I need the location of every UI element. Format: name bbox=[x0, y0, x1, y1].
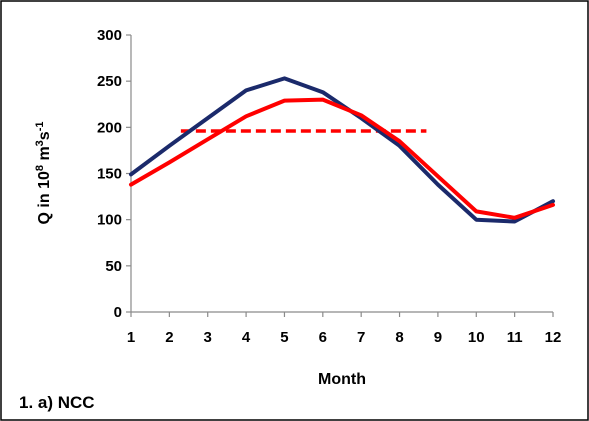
y-tick-label: 200 bbox=[97, 119, 122, 136]
y-axis-title-part: s bbox=[36, 131, 53, 140]
series-line-2 bbox=[129, 97, 555, 220]
y-axis-title: Q in 108 m3s-1 bbox=[34, 122, 53, 225]
x-tick-label: 7 bbox=[357, 329, 365, 346]
y-axis-title-superscript: 8 bbox=[34, 165, 46, 171]
x-tick-label: 5 bbox=[280, 329, 288, 346]
x-tick-label: 6 bbox=[319, 329, 327, 346]
x-tick-labels: 1 2 3 4 5 6 7 8 9 10 11 12 bbox=[127, 312, 562, 346]
y-tick-label: 0 bbox=[114, 304, 122, 321]
y-axis-title-superscript: -1 bbox=[34, 122, 46, 132]
y-tick-label: 150 bbox=[97, 166, 122, 183]
x-axis-title: Month bbox=[318, 371, 366, 388]
x-tick-label: 2 bbox=[165, 329, 173, 346]
y-tick-label: 300 bbox=[97, 27, 122, 44]
x-tick-label: 4 bbox=[242, 329, 251, 346]
x-tick-label: 10 bbox=[468, 329, 485, 346]
x-tick-label: 12 bbox=[545, 329, 562, 346]
y-axis-title-superscript: 3 bbox=[34, 140, 46, 146]
series-line-1 bbox=[129, 76, 555, 224]
series-layer bbox=[129, 76, 555, 224]
x-tick-label: 9 bbox=[434, 329, 442, 346]
x-tick-label: 8 bbox=[395, 329, 403, 346]
y-tick-label: 250 bbox=[97, 73, 122, 90]
y-axis-title-part: Q in 10 bbox=[36, 171, 53, 224]
x-tick-label: 3 bbox=[204, 329, 212, 346]
y-axis-title-part: m bbox=[36, 146, 53, 165]
panel-label: 1. a) NCC bbox=[19, 393, 95, 412]
y-tick-label: 50 bbox=[105, 258, 122, 275]
y-tick-label: 100 bbox=[97, 212, 122, 229]
y-tick-labels: 0 50 100 150 200 250 300 bbox=[97, 27, 131, 321]
x-tick-label: 1 bbox=[127, 329, 135, 346]
x-tick-label: 11 bbox=[507, 329, 523, 346]
